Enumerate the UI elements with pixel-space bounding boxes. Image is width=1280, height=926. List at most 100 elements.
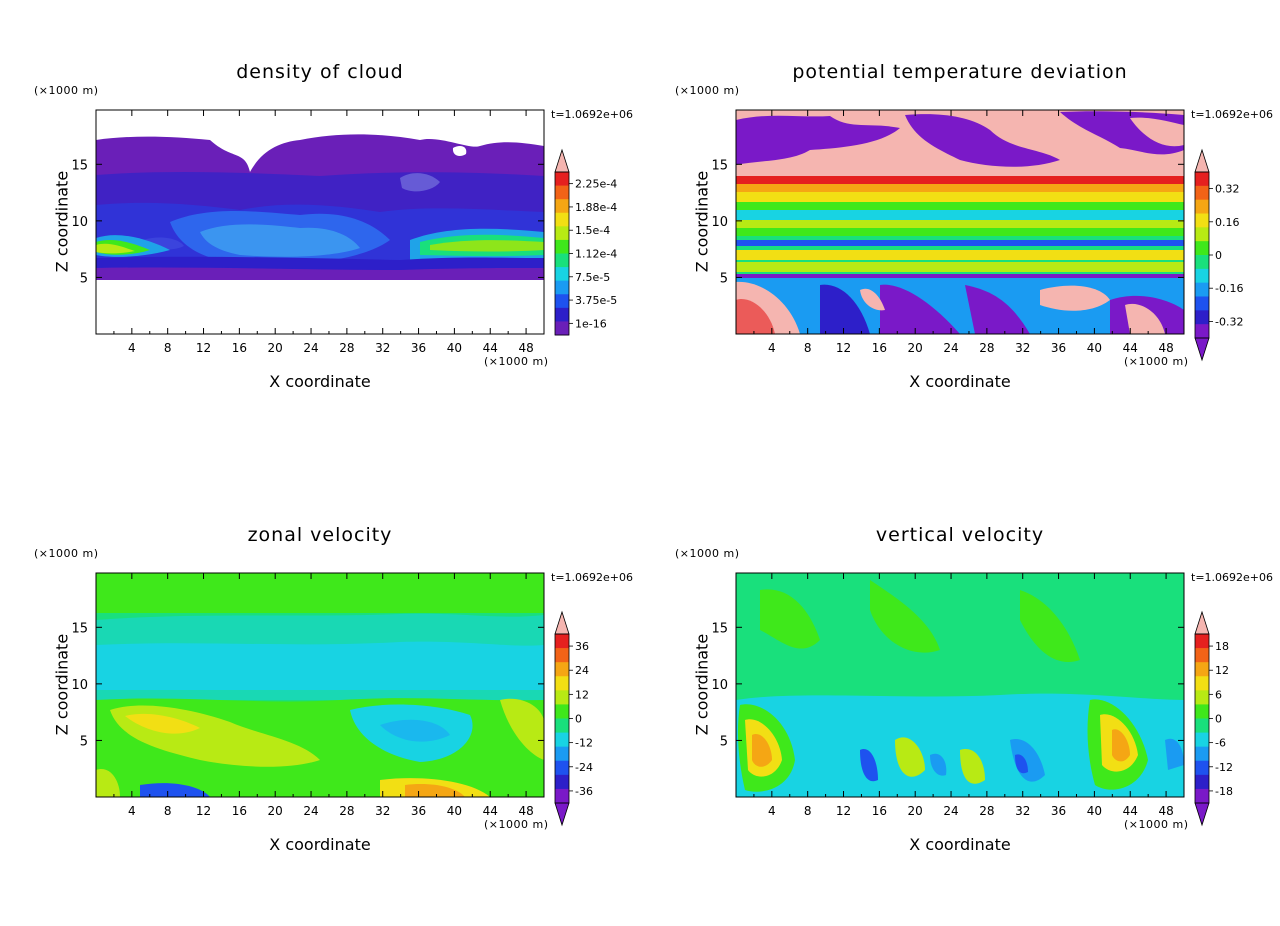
y-tick-label: 10 bbox=[71, 215, 88, 230]
colorbar-segment bbox=[555, 718, 569, 734]
x-tick-label: 4 bbox=[128, 804, 136, 818]
x-tick-label: 12 bbox=[836, 341, 851, 355]
colorbar-label: 24 bbox=[575, 664, 589, 677]
colorbar-segment bbox=[1195, 241, 1209, 256]
colorbar-segment bbox=[1195, 324, 1209, 339]
colorbar-segment bbox=[1195, 172, 1209, 187]
time-label: t=1.0692e+06 bbox=[551, 571, 634, 584]
x-tick-label: 20 bbox=[908, 804, 923, 818]
x-tick-label: 24 bbox=[303, 804, 318, 818]
colorbar-segment bbox=[555, 199, 569, 214]
x-tick-label: 32 bbox=[1015, 804, 1030, 818]
colorbar-segment bbox=[555, 788, 569, 804]
x-tick-label: 24 bbox=[943, 804, 958, 818]
colorbar-segment bbox=[1195, 662, 1209, 677]
x-tick-label: 24 bbox=[303, 341, 318, 355]
x-tick-label: 36 bbox=[1051, 804, 1066, 818]
colorbar-label: -18 bbox=[1215, 785, 1233, 798]
colorbar-label: 2.25e-4 bbox=[575, 178, 617, 191]
x-unit-label: (×1000 m) bbox=[484, 818, 549, 831]
colorbar-arrow-top bbox=[1194, 610, 1210, 635]
time-label: t=1.0692e+06 bbox=[551, 108, 634, 121]
colorbar-segment bbox=[1195, 718, 1209, 734]
colorbar-segment bbox=[1195, 199, 1209, 214]
time-label: t=1.0692e+06 bbox=[1191, 571, 1274, 584]
x-unit-label: (×1000 m) bbox=[1124, 818, 1189, 831]
colorbar-label: 36 bbox=[575, 640, 589, 653]
colorbar-label: 12 bbox=[575, 688, 589, 701]
colorbar-segment bbox=[555, 172, 569, 187]
x-tick-label: 32 bbox=[1015, 341, 1030, 355]
colorbar-label: 0 bbox=[1215, 713, 1222, 726]
colorbar-segment bbox=[1195, 227, 1209, 242]
y-tick-label: 10 bbox=[711, 678, 728, 693]
colorbar-segment bbox=[555, 634, 569, 649]
colorbar-segment bbox=[1195, 690, 1209, 705]
colorbar-segment bbox=[555, 185, 569, 200]
colorbar-segment bbox=[1195, 255, 1209, 270]
x-tick-label: 44 bbox=[1123, 341, 1138, 355]
x-tick-label: 16 bbox=[232, 804, 247, 818]
x-tick-label: 36 bbox=[411, 341, 426, 355]
y-tick-label: 15 bbox=[711, 621, 728, 636]
chart-title: zonal velocity bbox=[247, 524, 393, 546]
x-axis-label: X coordinate bbox=[269, 372, 371, 391]
y-tick-label: 5 bbox=[720, 271, 728, 286]
z-unit-label: (×1000 m) bbox=[34, 547, 99, 560]
x-tick-label: 20 bbox=[268, 341, 283, 355]
x-tick-label: 8 bbox=[804, 804, 812, 818]
x-tick-label: 8 bbox=[804, 341, 812, 355]
colorbar-segment bbox=[555, 239, 569, 254]
x-tick-label: 48 bbox=[518, 341, 533, 355]
colorbar-label: -12 bbox=[1215, 761, 1233, 774]
colorbar-segment bbox=[1195, 282, 1209, 297]
colorbar-label: 0.32 bbox=[1215, 183, 1240, 196]
x-tick-label: 40 bbox=[1087, 804, 1102, 818]
x-tick-label: 28 bbox=[339, 341, 354, 355]
zonal-field bbox=[96, 573, 544, 797]
x-tick-label: 28 bbox=[979, 804, 994, 818]
colorbar-label: 1e-16 bbox=[575, 317, 607, 330]
colorbar-label: 1.88e-4 bbox=[575, 201, 617, 214]
colorbar-segment bbox=[1195, 760, 1209, 776]
x-tick-label: 28 bbox=[979, 341, 994, 355]
colorbar-label: 0.16 bbox=[1215, 216, 1240, 229]
colorbar-segment bbox=[555, 294, 569, 309]
x-tick-label: 16 bbox=[872, 804, 887, 818]
z-unit-label: (×1000 m) bbox=[675, 84, 740, 97]
colorbar-label: 1.12e-4 bbox=[575, 248, 617, 261]
x-tick-label: 20 bbox=[268, 804, 283, 818]
colorbar-segment bbox=[555, 212, 569, 227]
time-label: t=1.0692e+06 bbox=[1191, 108, 1274, 121]
colorbar-segment bbox=[1195, 634, 1209, 649]
colorbar-segment bbox=[1195, 704, 1209, 719]
x-tick-label: 28 bbox=[339, 804, 354, 818]
colorbar-segment bbox=[555, 704, 569, 719]
x-tick-label: 16 bbox=[232, 341, 247, 355]
x-tick-label: 44 bbox=[1123, 804, 1138, 818]
colorbar-segment bbox=[555, 267, 569, 282]
colorbar-segment bbox=[555, 732, 569, 748]
colorbar-segment bbox=[555, 648, 569, 663]
x-tick-label: 48 bbox=[518, 804, 533, 818]
x-tick-label: 16 bbox=[872, 341, 887, 355]
x-unit-label: (×1000 m) bbox=[1124, 355, 1189, 368]
x-tick-label: 48 bbox=[1158, 341, 1173, 355]
colorbar-segment bbox=[1195, 213, 1209, 228]
y-tick-label: 15 bbox=[71, 621, 88, 636]
chart-title: vertical velocity bbox=[875, 524, 1045, 546]
colorbar-segment bbox=[1195, 788, 1209, 804]
y-tick-label: 5 bbox=[80, 734, 88, 749]
vertical-field bbox=[736, 573, 1184, 797]
y-tick-label: 10 bbox=[71, 678, 88, 693]
colorbar-label: -12 bbox=[575, 737, 593, 750]
colorbar-label: -24 bbox=[575, 761, 593, 774]
x-tick-label: 32 bbox=[375, 341, 390, 355]
colorbar-segment bbox=[555, 774, 569, 790]
colorbar-segment bbox=[1195, 310, 1209, 325]
x-tick-label: 12 bbox=[196, 804, 211, 818]
x-tick-label: 4 bbox=[128, 341, 136, 355]
